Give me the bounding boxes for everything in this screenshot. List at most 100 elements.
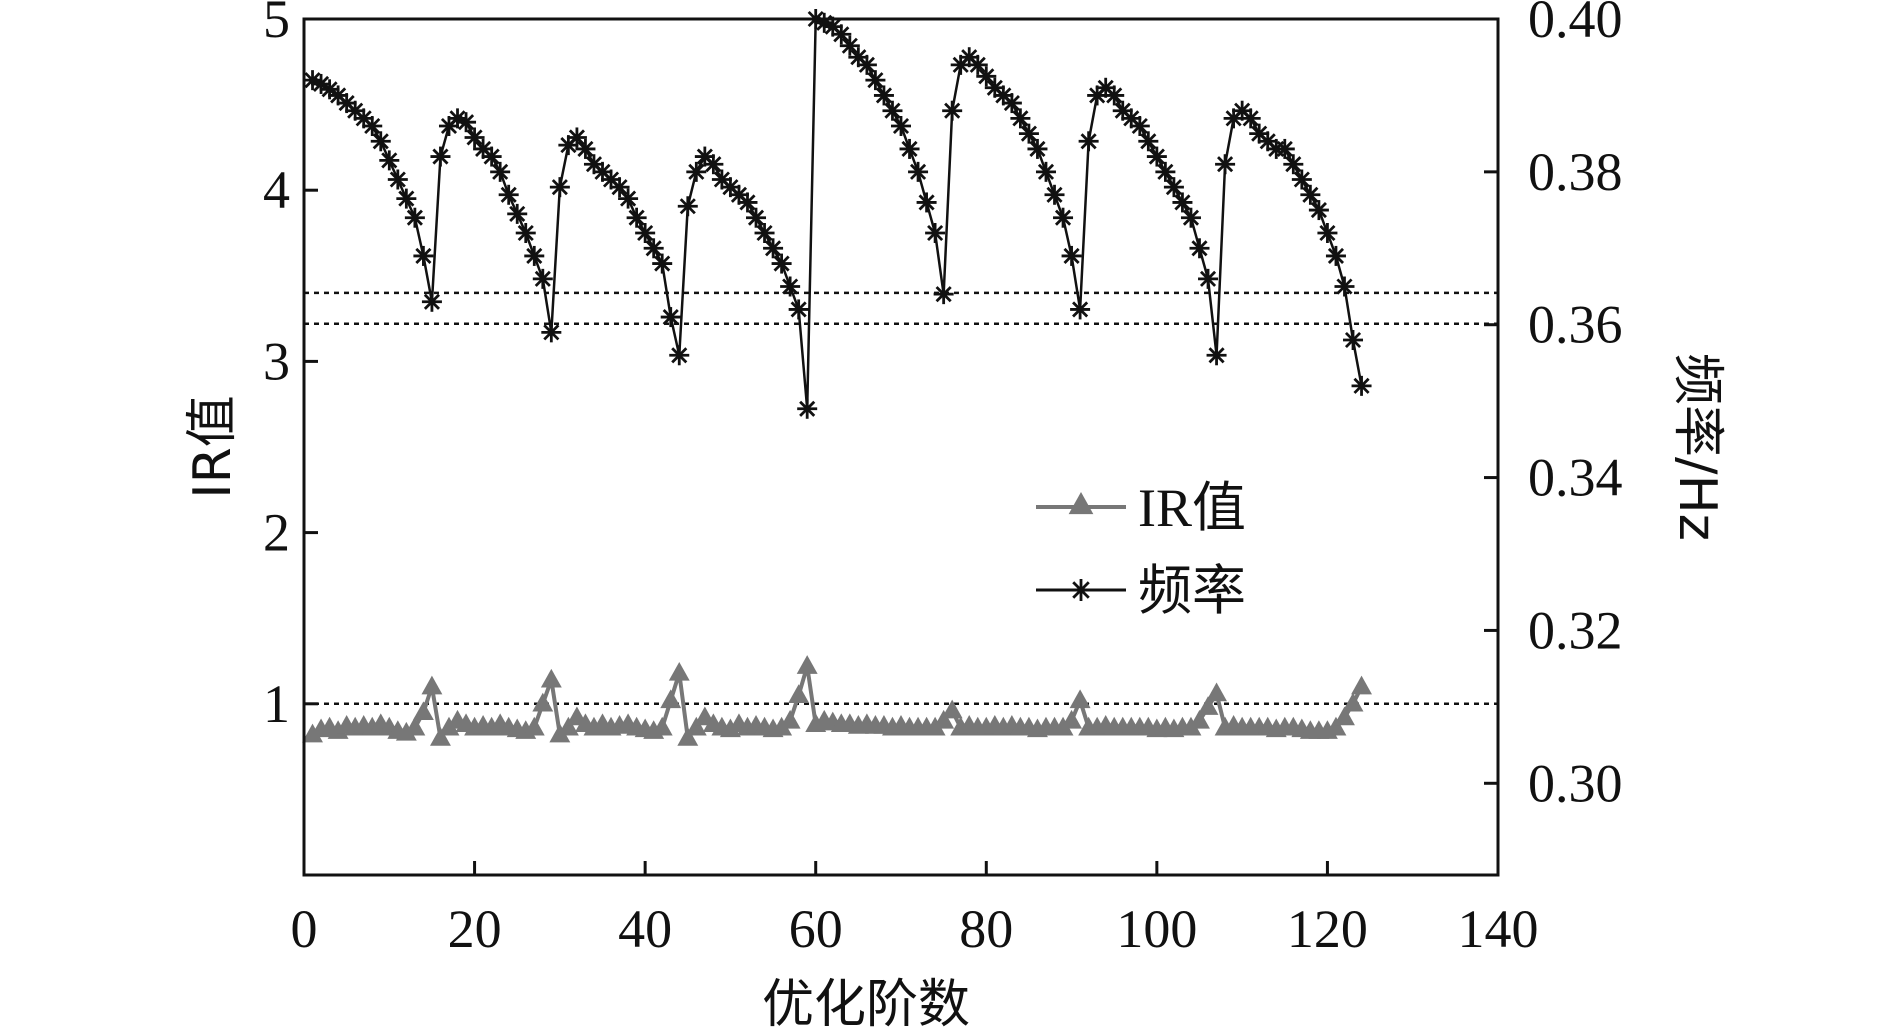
frequency-point	[1180, 207, 1201, 228]
frequency-point	[421, 291, 442, 312]
frequency-point	[413, 245, 434, 266]
frequency-point	[635, 223, 656, 243]
frequency-point	[1053, 207, 1074, 228]
ir-point	[1069, 689, 1091, 709]
left-axis-title: IR值	[183, 395, 243, 498]
frequency-point	[677, 196, 698, 217]
frequency-point	[967, 54, 988, 75]
frequency-point	[1010, 108, 1031, 129]
ir-point	[1061, 709, 1083, 729]
frequency-point	[362, 116, 383, 136]
frequency-point	[626, 207, 647, 228]
frequency-point	[1078, 131, 1099, 152]
frequency-point	[498, 184, 519, 205]
frequency-point	[703, 154, 724, 175]
axis-layer: 0 20 40 60 80 100 120 140 1 2 3 4 5 0.30 0.32 0.34 0.36 0…	[263, 0, 1623, 959]
frequency-point	[1300, 184, 1321, 205]
frequency-point	[856, 54, 877, 75]
left-y-tick-label: 5	[263, 0, 290, 49]
plot-frame	[302, 17, 1500, 877]
x-tick-label: 60	[789, 899, 843, 959]
ir-point	[1342, 692, 1364, 712]
frequency-point	[1198, 268, 1219, 289]
left-y-tick-label: 2	[263, 503, 290, 563]
ir-point	[796, 655, 818, 674]
ir-point	[327, 720, 349, 739]
frequency-point	[1291, 169, 1312, 190]
frequency-point	[746, 207, 767, 228]
frequency-point	[1070, 299, 1091, 320]
frequency-point	[933, 284, 954, 305]
ir-point	[395, 721, 417, 741]
right-y-tick-label: 0.38	[1528, 142, 1623, 202]
ir-point	[1334, 706, 1355, 726]
ir-point	[430, 727, 451, 746]
frequency-point	[464, 127, 485, 148]
ir-point	[540, 668, 562, 688]
ir-point	[1197, 696, 1219, 715]
frequency-point	[763, 238, 784, 259]
ir-point	[523, 716, 545, 736]
frequency-point	[575, 138, 596, 159]
frequency-point	[797, 398, 818, 419]
frequency-point	[1035, 161, 1056, 182]
ir-point	[788, 684, 810, 703]
frequency-point	[1215, 154, 1236, 175]
x-tick-label: 0	[291, 899, 318, 959]
ir-point	[651, 716, 673, 736]
frequency-point	[404, 207, 425, 228]
frequency-point	[370, 131, 391, 152]
ir-point	[412, 701, 434, 721]
frequency-point	[865, 70, 886, 91]
frequency-point	[916, 192, 937, 213]
frequency-point	[1163, 177, 1184, 198]
frequency-point	[1351, 375, 1372, 396]
frequency-point	[873, 85, 894, 106]
frequency-point	[541, 322, 562, 343]
left-y-tick-label: 1	[263, 674, 290, 734]
ir-point	[685, 716, 707, 736]
frequency-point	[1274, 138, 1295, 159]
frequency-point	[771, 253, 792, 274]
x-tick-label: 20	[448, 899, 502, 959]
right-y-tick-label: 0.40	[1528, 0, 1623, 49]
frequency-point	[609, 177, 630, 198]
frequency-point	[430, 146, 451, 167]
right-y-tick-label: 0.36	[1528, 295, 1623, 355]
ir-point	[933, 709, 955, 729]
ir-point	[1189, 709, 1210, 729]
series-layer	[302, 9, 1372, 746]
frequency-point	[839, 35, 860, 56]
legend-label: 频率	[1138, 561, 1246, 621]
frequency-point	[831, 24, 852, 45]
ir-point	[557, 716, 579, 736]
frequency-point	[1044, 184, 1065, 205]
ir-point	[532, 692, 554, 712]
frequency-point	[1138, 131, 1159, 152]
ir-point	[302, 723, 323, 743]
frequency-point	[1283, 154, 1304, 175]
right-y-tick-label: 0.32	[1528, 600, 1623, 660]
frequency-point	[396, 188, 417, 209]
frequency-point	[1240, 108, 1261, 129]
frequency-point	[1129, 116, 1150, 136]
frequency-point	[1317, 223, 1338, 243]
frequency-point	[515, 223, 536, 243]
frequency-point	[1172, 192, 1193, 213]
x-tick-label: 100	[1116, 899, 1197, 959]
legend-label: IR值	[1138, 478, 1246, 538]
frequency-point	[891, 116, 911, 136]
x-axis-title: 优化阶数	[762, 975, 970, 1033]
frequency-point	[379, 150, 400, 171]
ir-point	[668, 661, 690, 681]
frequency-point	[549, 177, 570, 198]
frequency-point	[788, 299, 809, 320]
frequency-point	[882, 100, 903, 121]
frequency-point	[976, 66, 997, 87]
frequency-point	[1027, 138, 1048, 159]
left-y-tick-label: 4	[263, 160, 290, 220]
frequency-point	[490, 161, 511, 182]
ir-point	[677, 727, 699, 746]
ir-point	[404, 716, 426, 736]
